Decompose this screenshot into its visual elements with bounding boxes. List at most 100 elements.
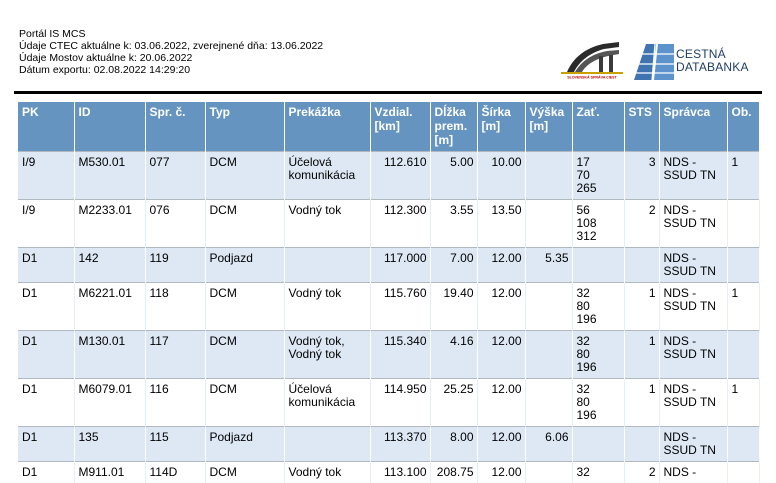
cell-zat: 56 108 312 — [572, 200, 624, 248]
column-header: Typ — [205, 102, 284, 152]
cell-vzdial: 117.000 — [370, 248, 430, 283]
cell-spr: 119 — [145, 248, 205, 283]
cell-id: M130.01 — [74, 331, 145, 379]
cell-sirka: 12.00 — [477, 283, 525, 331]
cell-sts: 2 — [624, 200, 659, 248]
cell-prekazka: Účelová komunikácia — [284, 379, 370, 427]
cell-sirka: 13.50 — [477, 200, 525, 248]
cell-sirka: 12.00 — [477, 379, 525, 427]
cell-dlzka: 7.00 — [430, 248, 477, 283]
cell-prekazka — [284, 427, 370, 462]
cell-sts — [624, 427, 659, 462]
cell-dlzka: 208.75 — [430, 462, 477, 483]
cell-zat — [572, 248, 624, 283]
cell-spravca: NDS - SSUD TN — [659, 200, 727, 248]
column-header: ID — [74, 102, 145, 152]
cell-sirka: 12.00 — [477, 427, 525, 462]
cell-id: M911.01 — [74, 462, 145, 483]
cell-pk: D1 — [18, 248, 74, 283]
cell-spr: 118 — [145, 283, 205, 331]
column-header: Prekážka — [284, 102, 370, 152]
column-header: Správca — [659, 102, 727, 152]
cell-vzdial: 112.300 — [370, 200, 430, 248]
cell-ob — [727, 200, 759, 248]
cell-sts — [624, 248, 659, 283]
cell-spravca: NDS - SSUD TN — [659, 427, 727, 462]
column-header: Vzdial. [km] — [370, 102, 430, 152]
cell-prekazka: Vodný tok — [284, 200, 370, 248]
cell-vzdial: 115.760 — [370, 283, 430, 331]
cestna-databanka-logo-text: CESTNÁ DATABANKA — [676, 48, 749, 74]
ssc-logo-text: SLOVENSKÁ SPRÁVA CIEST — [567, 75, 617, 80]
cell-zat: 32 80 196 — [572, 283, 624, 331]
cell-vyska — [525, 462, 572, 483]
cell-vyska — [525, 200, 572, 248]
cell-pk: D1 — [18, 331, 74, 379]
cell-prekazka: Účelová komunikácia — [284, 152, 370, 200]
cell-vzdial: 115.340 — [370, 331, 430, 379]
cell-vzdial: 113.100 — [370, 462, 430, 483]
cell-prekazka — [284, 248, 370, 283]
cell-typ: DCM — [205, 152, 284, 200]
cell-zat: 32 — [572, 462, 624, 483]
cell-typ: DCM — [205, 379, 284, 427]
cell-prekazka: Vodný tok — [284, 462, 370, 483]
cell-ob — [727, 248, 759, 283]
cell-sts: 2 — [624, 462, 659, 483]
cell-dlzka: 4.16 — [430, 331, 477, 379]
cell-typ: Podjazd — [205, 248, 284, 283]
cell-zat: 32 80 196 — [572, 331, 624, 379]
cell-id: 142 — [74, 248, 145, 283]
cell-typ: DCM — [205, 200, 284, 248]
cell-spravca: NDS - — [659, 462, 727, 483]
header-line-portal: Portál IS MCS — [19, 28, 323, 40]
cell-typ: DCM — [205, 283, 284, 331]
column-header: Ob. — [727, 102, 759, 152]
cell-spravca: NDS - SSUD TN — [659, 248, 727, 283]
cell-spr: 077 — [145, 152, 205, 200]
column-header: Dĺžka prem. [m] — [430, 102, 477, 152]
cell-vzdial: 112.610 — [370, 152, 430, 200]
cell-sts: 1 — [624, 379, 659, 427]
cell-id: M6221.01 — [74, 283, 145, 331]
cell-pk: D1 — [18, 462, 74, 483]
header-line-mosty: Údaje Mostov aktuálne k: 20.06.2022 — [19, 52, 323, 64]
cell-sirka: 12.00 — [477, 248, 525, 283]
column-header: STS — [624, 102, 659, 152]
cell-vyska: 5.35 — [525, 248, 572, 283]
cell-pk: D1 — [18, 283, 74, 331]
cell-dlzka: 25.25 — [430, 379, 477, 427]
cell-dlzka: 3.55 — [430, 200, 477, 248]
cell-spravca: NDS - SSUD TN — [659, 331, 727, 379]
logo-cdb-line2: DATABANKA — [676, 61, 749, 74]
column-header: Šírka [m] — [477, 102, 525, 152]
cell-typ: Podjazd — [205, 427, 284, 462]
cell-spr: 116 — [145, 379, 205, 427]
cell-zat: 17 70 265 — [572, 152, 624, 200]
header-line-export-date: Dátum exportu: 02.08.2022 14:29:20 — [19, 64, 323, 76]
cell-typ: DCM — [205, 462, 284, 483]
cell-ob — [727, 331, 759, 379]
cell-dlzka: 5.00 — [430, 152, 477, 200]
cell-spr: 114D — [145, 462, 205, 483]
cell-spr: 076 — [145, 200, 205, 248]
cell-id: M530.01 — [74, 152, 145, 200]
cell-spr: 115 — [145, 427, 205, 462]
cell-spravca: NDS - SSUD TN — [659, 283, 727, 331]
cell-vyska — [525, 152, 572, 200]
column-header: Spr. č. — [145, 102, 205, 152]
cell-sts: 1 — [624, 331, 659, 379]
cell-vyska: 6.06 — [525, 427, 572, 462]
cell-ob: 1 — [727, 152, 759, 200]
column-header: PK — [18, 102, 74, 152]
cell-vzdial: 114.950 — [370, 379, 430, 427]
cell-sts: 1 — [624, 283, 659, 331]
cell-pk: I/9 — [18, 200, 74, 248]
